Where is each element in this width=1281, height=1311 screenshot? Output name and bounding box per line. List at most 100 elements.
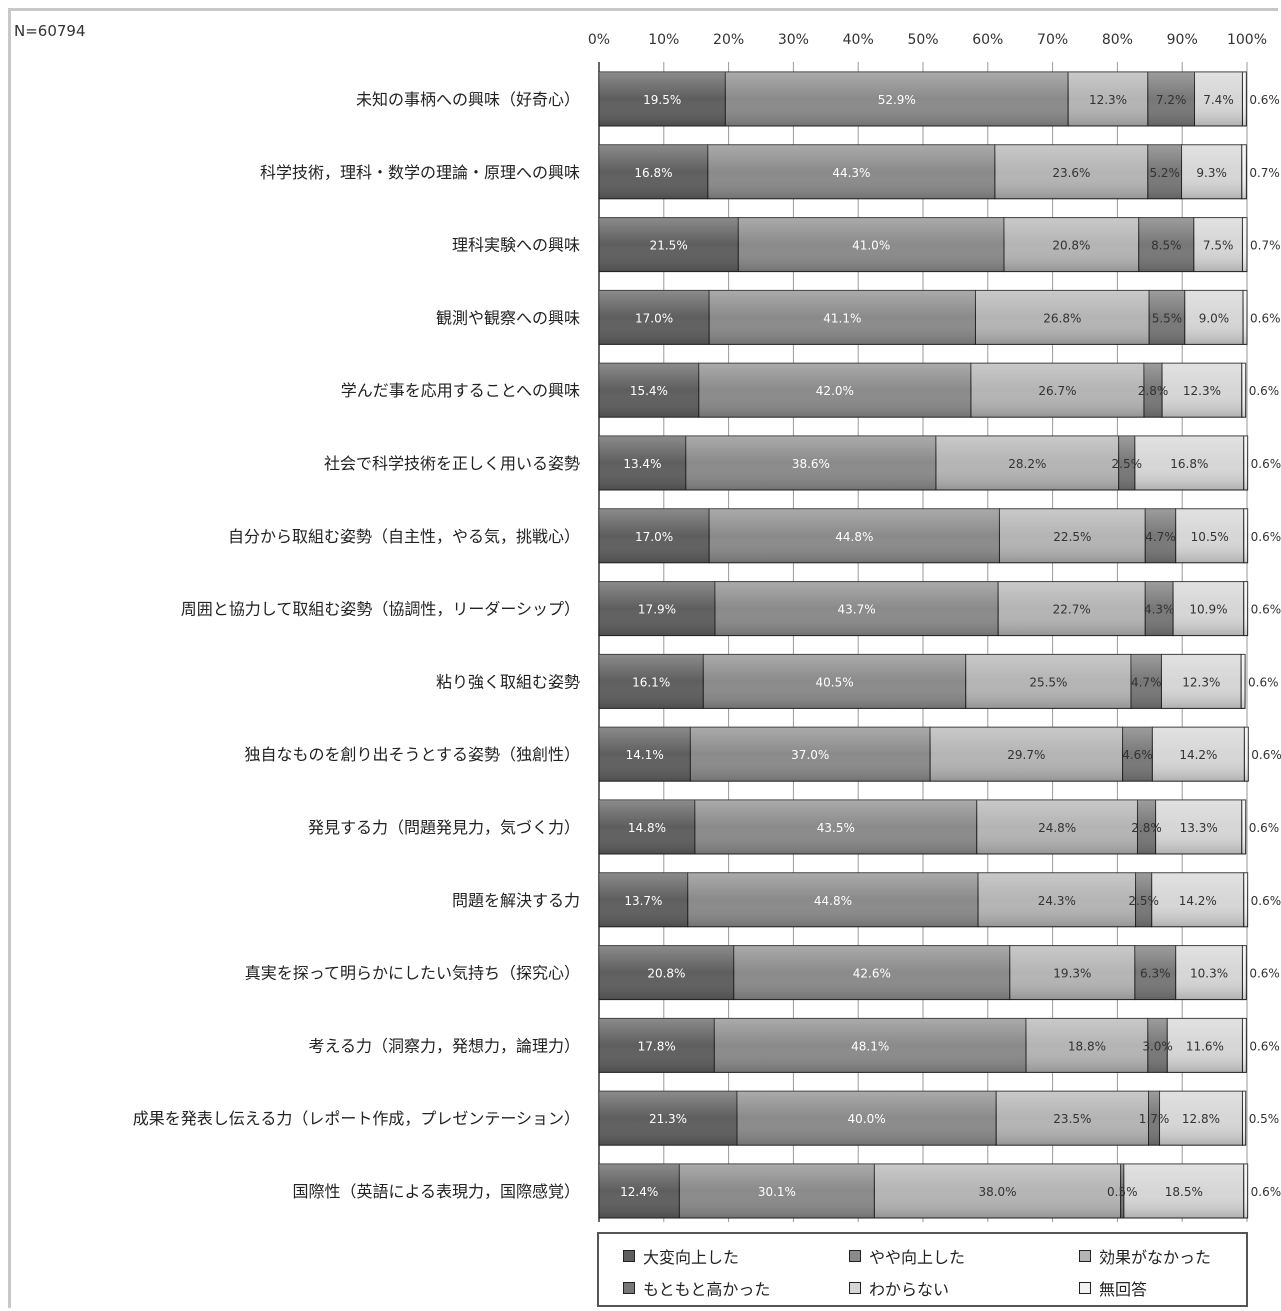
category-label: 観測や観察への興味 [436,308,580,327]
data-label: 12.3% [1182,675,1220,689]
category-label: 自分から取組む姿勢（自主性，やる気，挑戦心） [228,527,580,546]
bar-segment-sheen [994,144,1148,199]
bar-segment-sheen [1184,290,1244,345]
legend-label: もともと高かった [643,1280,771,1299]
data-label: 0.6% [1250,311,1281,325]
bar-segment-sheen [1026,1018,1148,1073]
bar-segment-sheen [1147,1018,1168,1073]
bar-segment-sheen [1243,508,1248,563]
data-label: 12.3% [1089,93,1127,107]
chart-frame [8,8,1278,1308]
bar-segment-sheen [1242,945,1247,1000]
data-label: 0.5% [1249,1112,1280,1126]
bar-segment-sheen [599,727,691,782]
data-label: 16.1% [632,675,670,689]
data-labels: 19.5% 52.9% 12.3% 7.2% 7.4% 0.6% 16.8% 44.3% 23.… [620,93,1281,1199]
bar-segment-sheen [1181,144,1242,199]
bar-segments [598,71,1249,1219]
bar-segment-sheen [930,727,1123,782]
bar-segment-sheen [709,508,1000,563]
data-label: 13.7% [624,894,662,908]
data-label: 16.8% [634,166,672,180]
legend-swatch [849,1250,861,1262]
bar-segment-sheen [1152,727,1245,782]
bar-segment-sheen [709,290,976,345]
data-label: 5.5% [1152,311,1183,325]
data-label: 41.0% [852,239,890,253]
bar-segment-sheen [1118,436,1135,490]
bar-segment-sheen [1068,72,1148,126]
data-label: 5.2% [1149,166,1180,180]
data-label: 43.5% [817,821,855,835]
data-label: 38.6% [792,457,830,471]
data-label: 26.7% [1038,384,1076,398]
bar-segment-sheen [1159,1091,1243,1146]
bar-segment-sheen [599,290,710,345]
bar-segment-sheen [1143,363,1163,418]
bar-segment-sheen [599,581,715,636]
x-tick-label: 100% [1227,32,1267,48]
bar-segment-sheen [1148,1091,1160,1146]
data-label: 48.1% [851,1039,889,1053]
bar-segment-sheen [1138,217,1194,272]
legend-label: わからない [869,1280,950,1299]
bar-segment-sheen [1149,290,1185,345]
data-label: 7.4% [1203,93,1234,107]
bar-segment-sheen [1122,727,1153,782]
data-label: 20.8% [647,967,685,981]
data-label: 0.6% [1249,1039,1280,1053]
category-label: 成果を発表し伝える力（レポート作成，プレゼンテーション） [133,1109,580,1128]
bar-segment-sheen [1155,800,1242,854]
data-label: 4.6% [1122,748,1153,762]
bar-segment-sheen [703,654,966,709]
data-label: 25.5% [1029,675,1067,689]
data-label: 0.6% [1249,384,1280,398]
legend-swatch [1079,1282,1091,1294]
bar-segment-sheen [1241,144,1247,199]
bar-segment-sheen [1167,1018,1243,1073]
data-label: 0.6% [1251,894,1281,908]
data-label: 23.5% [1053,1112,1091,1126]
data-label: 0.6% [1248,675,1279,689]
data-label: 14.1% [626,748,664,762]
legend-swatch [623,1250,635,1262]
bar-segment-sheen [1241,654,1246,709]
data-label: 44.3% [832,166,870,180]
bar-segment-sheen [599,436,686,490]
bar-segment-sheen [714,1018,1027,1073]
bar-segment-sheen [978,872,1136,927]
bar-segment-sheen [599,872,688,927]
data-label: 14.2% [1179,748,1217,762]
data-label: 19.5% [643,93,681,107]
data-label: 40.0% [848,1112,886,1126]
bar-segment-sheen [1131,654,1162,709]
legend-swatch [1079,1250,1091,1262]
x-tick-label: 10% [648,32,679,48]
data-label: 0.6% [1251,457,1281,471]
legend-label: 無回答 [1099,1280,1148,1299]
legend-item: わからない [849,1276,949,1300]
legend: 大変向上した やや向上した 効果がなかった もともと高かった わからない 無回答 [597,1232,1248,1307]
bar-segment-sheen [599,72,726,126]
category-label: 社会で科学技術を正しく用いる姿勢 [324,454,580,473]
category-label: 科学技術，理科・数学の理論・原理への興味 [260,163,580,182]
data-label: 40.5% [815,675,853,689]
data-label: 12.3% [1183,384,1221,398]
data-label: 43.7% [838,603,876,617]
bar-segment-sheen [599,1018,715,1073]
data-label: 13.4% [623,457,661,471]
bar-segment-sheen [599,654,704,709]
bar-segment-sheen [1173,581,1244,636]
data-label: 0.5% [1107,1185,1138,1199]
bar-segment-sheen [976,800,1138,854]
bar-segment-sheen [1242,1091,1246,1146]
legend-swatch [623,1282,635,1294]
bar-segment-sheen [1161,654,1242,709]
bar-segment-sheen [738,217,1004,272]
bar-segment-sheen [698,363,971,418]
x-tick-label: 40% [843,32,874,48]
bar-segment-sheen [714,581,999,636]
data-label: 44.8% [835,530,873,544]
legend-label: やや向上した [869,1248,966,1267]
bar-segment-sheen [1243,290,1247,345]
